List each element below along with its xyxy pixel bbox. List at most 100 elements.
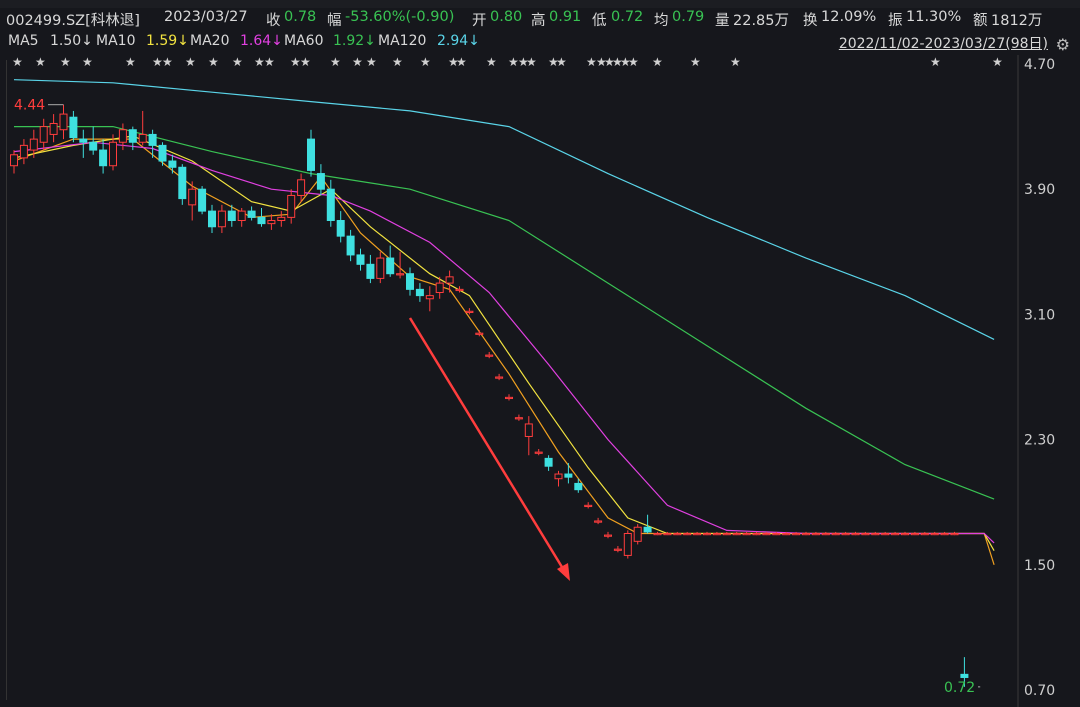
candle	[940, 531, 949, 536]
event-star-icon[interactable]: ★	[125, 55, 136, 69]
candle	[485, 351, 494, 359]
candle	[158, 142, 167, 166]
high-value: 0.91	[549, 9, 582, 25]
candle	[19, 139, 28, 165]
event-star-icon[interactable]: ★	[420, 55, 431, 69]
candle	[762, 531, 771, 536]
event-star-icon[interactable]: ★	[930, 55, 941, 69]
candle	[277, 211, 286, 227]
event-star-icon[interactable]: ★	[12, 55, 23, 69]
settings-gear-icon[interactable]: ⚙	[1055, 35, 1070, 54]
candle	[891, 531, 900, 536]
event-star-icon[interactable]: ★	[152, 55, 163, 69]
event-star-icon[interactable]: ★	[556, 55, 567, 69]
amplitude-value: 11.30%	[906, 9, 962, 25]
volume-value: 22.85万	[733, 13, 790, 29]
event-star-icon[interactable]: ★	[264, 55, 275, 69]
ma-line-ma120	[13, 79, 995, 340]
event-star-icon[interactable]: ★	[620, 55, 631, 69]
event-star-markers: ★ ★ ★ ★ ★ ★ ★ ★ ★ ★ ★ ★ ★ ★ ★ ★ ★ ★ ★ ★★ ★ ★ ★★ ★★ ★ ★★★★★ ★ ★ ★ ★ ★	[12, 55, 1003, 69]
candle	[188, 181, 197, 221]
event-star-icon[interactable]: ★	[992, 55, 1003, 69]
event-star-icon[interactable]: ★	[35, 55, 46, 69]
candle	[683, 531, 692, 536]
event-star-icon[interactable]: ★	[185, 55, 196, 69]
candle	[148, 129, 157, 158]
candle	[168, 154, 177, 174]
event-star-icon[interactable]: ★	[652, 55, 663, 69]
candle	[653, 531, 662, 536]
event-star-icon[interactable]: ★	[518, 55, 529, 69]
event-star-icon[interactable]: ★	[690, 55, 701, 69]
candle	[742, 531, 751, 536]
low-label: 低	[592, 13, 607, 29]
open-label: 开	[472, 13, 487, 29]
event-star-icon[interactable]: ★	[586, 55, 597, 69]
candle	[594, 517, 603, 525]
candle	[326, 179, 335, 227]
event-star-icon[interactable]: ★	[208, 55, 219, 69]
candle	[663, 531, 672, 536]
low-value: 0.72	[611, 9, 644, 25]
close-label: 收	[266, 13, 281, 29]
candle	[495, 373, 504, 381]
candle	[79, 129, 88, 158]
event-star-icon[interactable]: ★	[232, 55, 243, 69]
candle	[584, 502, 593, 509]
candle	[29, 129, 38, 158]
event-star-icon[interactable]: ★	[526, 55, 537, 69]
volume-label: 量	[715, 13, 730, 29]
event-star-icon[interactable]: ★	[60, 55, 71, 69]
candle	[643, 514, 652, 534]
event-star-icon[interactable]: ★	[352, 55, 363, 69]
event-star-icon[interactable]: ★	[628, 55, 639, 69]
candle	[307, 129, 315, 177]
quote-date: 2023/03/27	[164, 9, 248, 25]
candle	[356, 248, 365, 271]
stock-code-name[interactable]: 002499.SZ[科林退]	[6, 13, 140, 29]
event-star-icon[interactable]: ★	[290, 55, 301, 69]
turnover-value: 12.09%	[821, 9, 877, 25]
turnover-label: 换	[803, 13, 818, 29]
candle	[505, 394, 513, 401]
event-star-icon[interactable]: ★	[300, 55, 311, 69]
candle	[930, 531, 939, 536]
event-star-icon[interactable]: ★	[448, 55, 459, 69]
event-star-icon[interactable]: ★	[330, 55, 341, 69]
candle	[821, 531, 830, 536]
y-tick-label: 1.50	[1024, 558, 1055, 574]
candle	[613, 546, 622, 553]
event-star-icon[interactable]: ★	[612, 55, 623, 69]
event-star-icon[interactable]: ★	[548, 55, 559, 69]
candle	[475, 330, 484, 337]
candle	[109, 134, 117, 171]
event-star-icon[interactable]: ★	[162, 55, 173, 69]
event-star-icon[interactable]: ★	[456, 55, 467, 69]
candle	[703, 531, 711, 536]
high-label: 高	[531, 13, 546, 29]
y-tick-label: 0.70	[1024, 683, 1055, 699]
event-star-icon[interactable]: ★	[508, 55, 519, 69]
event-star-icon[interactable]: ★	[596, 55, 607, 69]
candle	[514, 414, 523, 421]
ma10-value: 1.59↓	[146, 33, 189, 49]
y-tick-label: 3.90	[1024, 182, 1055, 198]
event-star-icon[interactable]: ★	[254, 55, 265, 69]
open-value: 0.80	[490, 9, 523, 25]
event-star-icon[interactable]: ★	[392, 55, 403, 69]
candle	[633, 524, 642, 545]
avg-label: 均	[654, 13, 669, 29]
candle	[316, 164, 325, 196]
event-star-icon[interactable]: ★	[604, 55, 615, 69]
candle	[623, 530, 632, 559]
candle	[604, 531, 612, 539]
event-star-icon[interactable]: ★	[82, 55, 93, 69]
candle	[69, 110, 78, 143]
annotations: 4.44 0.72	[14, 98, 981, 696]
event-star-icon[interactable]: ★	[730, 55, 741, 69]
candle	[564, 463, 573, 484]
date-range-label[interactable]: 2022/11/02-2023/03/27(98日)	[838, 36, 1048, 52]
event-star-icon[interactable]: ★	[486, 55, 497, 69]
amplitude-label: 振	[888, 13, 903, 29]
event-star-icon[interactable]: ★	[366, 55, 377, 69]
